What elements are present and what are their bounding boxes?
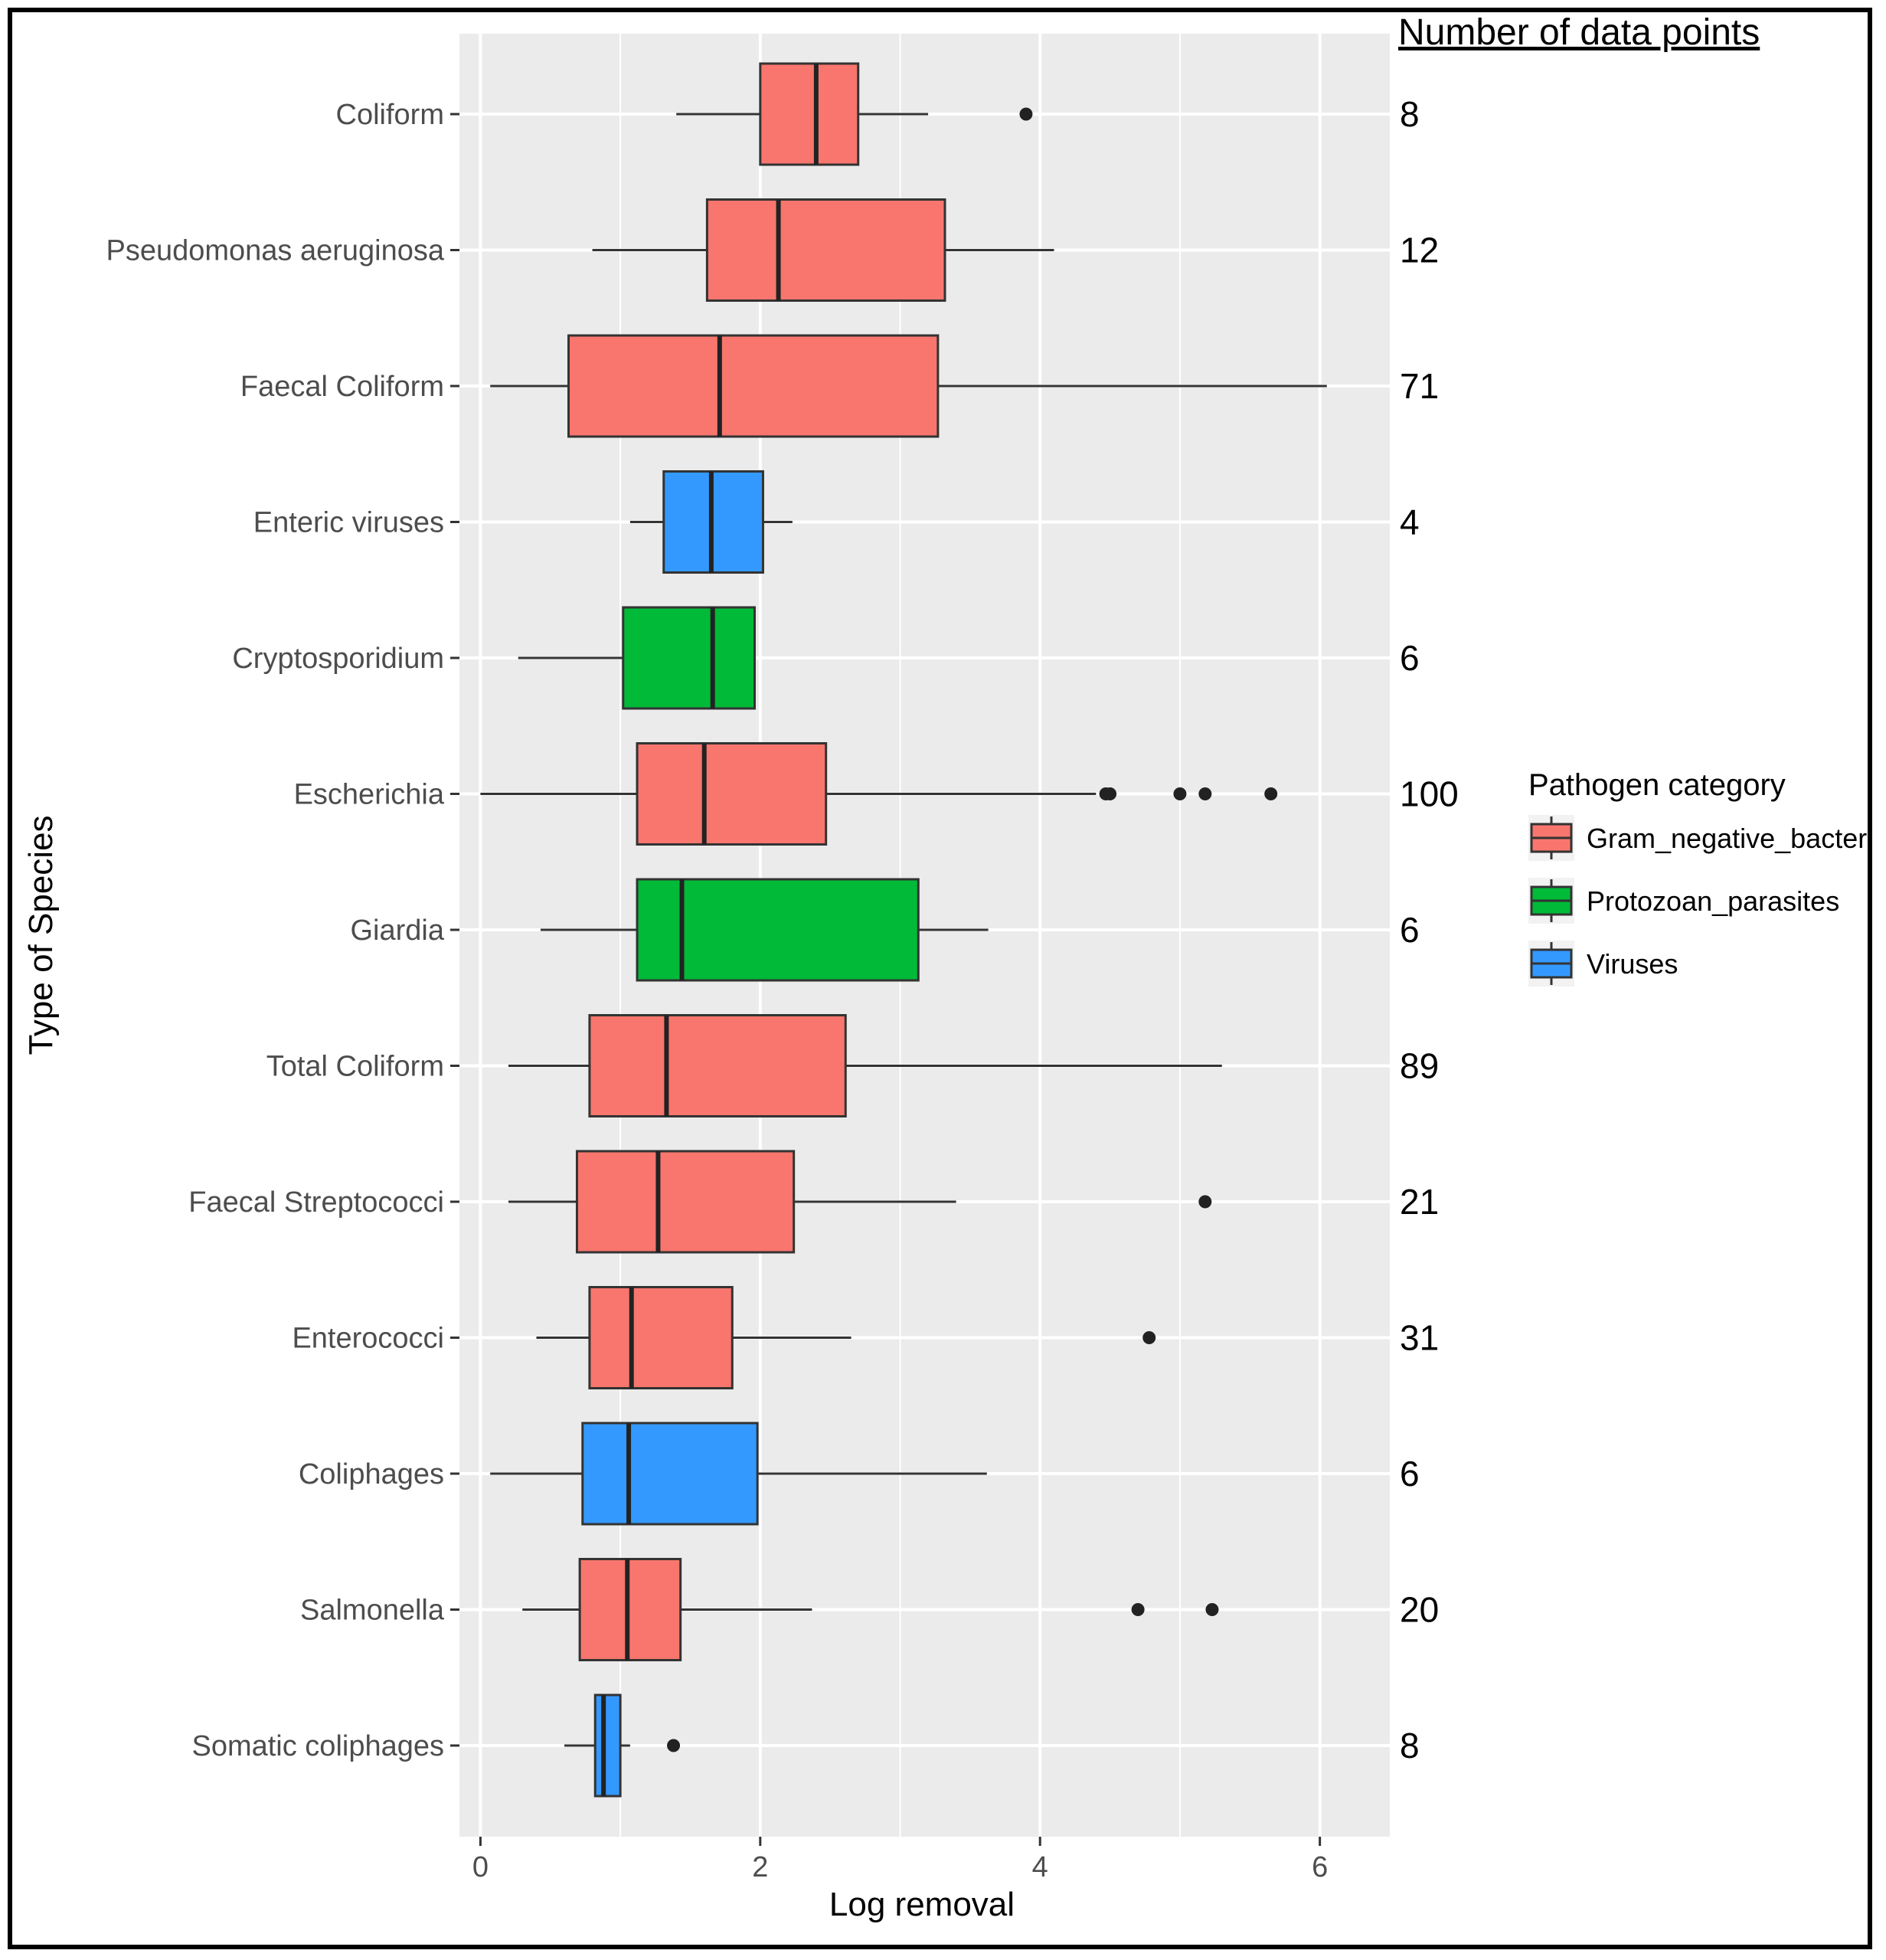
box-group	[522, 1558, 1219, 1661]
box-group	[490, 334, 1327, 438]
box-group	[540, 878, 989, 982]
box-iqr	[581, 1422, 759, 1526]
legend-entry: Gram_negative_bacteria	[1528, 815, 1868, 861]
data-point-count: 6	[1400, 638, 1420, 678]
box-group	[592, 198, 1054, 302]
box-iqr	[636, 742, 828, 846]
x-axis: 0 2 4 6	[472, 1837, 1328, 1883]
legend-label: Gram_negative_bacteria	[1587, 823, 1868, 854]
x-tick-label: 2	[752, 1851, 768, 1883]
y-tick-label: Pseudomonas aeruginosa	[106, 235, 444, 267]
boxplot-chart: Coliform Pseudomonas aeruginosa Faecal Col…	[22, 12, 1868, 1923]
data-point-count: 8	[1400, 94, 1420, 134]
data-point-count: 20	[1400, 1590, 1439, 1630]
box-iqr	[578, 1558, 682, 1661]
outlier-point	[1198, 787, 1212, 800]
box-iqr	[575, 1150, 796, 1254]
box-iqr	[588, 1014, 847, 1117]
box-iqr	[759, 62, 860, 166]
box-iqr	[567, 334, 940, 438]
outlier-point	[1142, 1331, 1156, 1344]
data-point-count: 21	[1400, 1182, 1439, 1222]
box-group	[629, 470, 793, 574]
data-point-count: 89	[1400, 1046, 1439, 1086]
box-iqr	[593, 1693, 622, 1798]
legend-entry: Viruses	[1528, 941, 1678, 987]
legend-entry: Protozoan_parasites	[1528, 878, 1839, 924]
y-tick-label: Giardia	[351, 915, 445, 947]
legend-title: Pathogen category	[1528, 768, 1786, 802]
data-point-count: 8	[1400, 1726, 1420, 1765]
y-axis: Coliform Pseudomonas aeruginosa Faecal Col…	[106, 99, 459, 1762]
outlier-point	[1131, 1603, 1145, 1616]
y-tick-label: Enteric viruses	[253, 507, 444, 539]
y-tick-label: Total Coliform	[266, 1051, 444, 1083]
y-tick-label: Salmonella	[300, 1595, 445, 1627]
x-tick-label: 6	[1312, 1851, 1328, 1883]
legend-entries: Gram_negative_bacteria Protozoan_parasite…	[1528, 815, 1868, 987]
plot-panel	[459, 34, 1390, 1837]
data-point-count: 6	[1400, 910, 1420, 950]
box-iqr	[705, 198, 946, 302]
outlier-point	[1264, 787, 1278, 800]
box-group	[676, 62, 1033, 166]
data-point-count: 100	[1400, 774, 1459, 814]
box-group	[480, 742, 1278, 846]
x-axis-title: Log removal	[829, 1886, 1015, 1923]
x-tick-label: 4	[1032, 1851, 1048, 1883]
outlier-point	[667, 1739, 681, 1752]
data-point-count: 6	[1400, 1454, 1420, 1494]
box-group	[508, 1150, 1212, 1254]
data-point-count: 71	[1400, 366, 1439, 406]
count-header: Number of data points	[1398, 12, 1760, 53]
box-group	[490, 1422, 987, 1526]
box-layer	[480, 62, 1327, 1798]
box-group	[564, 1693, 681, 1798]
y-tick-label: Coliphages	[299, 1458, 444, 1490]
y-tick-label: Enterococci	[292, 1323, 444, 1355]
box-iqr	[588, 1286, 734, 1389]
data-point-count: 12	[1400, 231, 1439, 270]
y-tick-label: Faecal Coliform	[240, 371, 444, 403]
count-column: Number of data points 8 12 71 4 6 100 6 89 21 31 6…	[1398, 12, 1760, 1765]
outlier-point	[1103, 787, 1117, 800]
outlier-point	[1019, 107, 1033, 121]
legend: Pathogen category Gram_negative_bacteria…	[1528, 768, 1868, 987]
y-tick-label: Coliform	[336, 99, 444, 131]
outlier-point	[1198, 1195, 1212, 1209]
data-point-count: 31	[1400, 1318, 1439, 1358]
legend-label: Protozoan_parasites	[1587, 885, 1839, 917]
box-iqr	[622, 606, 757, 710]
outlier-point	[1173, 787, 1187, 800]
legend-label: Viruses	[1587, 948, 1678, 980]
x-tick-label: 0	[472, 1851, 489, 1883]
y-tick-label: Cryptosporidium	[232, 643, 444, 675]
outlier-point	[1205, 1603, 1219, 1616]
y-tick-label: Faecal Streptococci	[188, 1186, 444, 1219]
box-group	[536, 1286, 1156, 1389]
y-tick-label: Somatic coliphages	[191, 1730, 444, 1762]
figure-frame: Coliform Pseudomonas aeruginosa Faecal Col…	[8, 8, 1872, 1949]
box-iqr	[636, 878, 920, 982]
data-point-count: 4	[1400, 502, 1420, 542]
box-group	[518, 606, 757, 710]
box-group	[508, 1014, 1222, 1117]
y-tick-label: Escherichia	[294, 779, 445, 811]
y-axis-title: Type of Species	[22, 815, 60, 1055]
